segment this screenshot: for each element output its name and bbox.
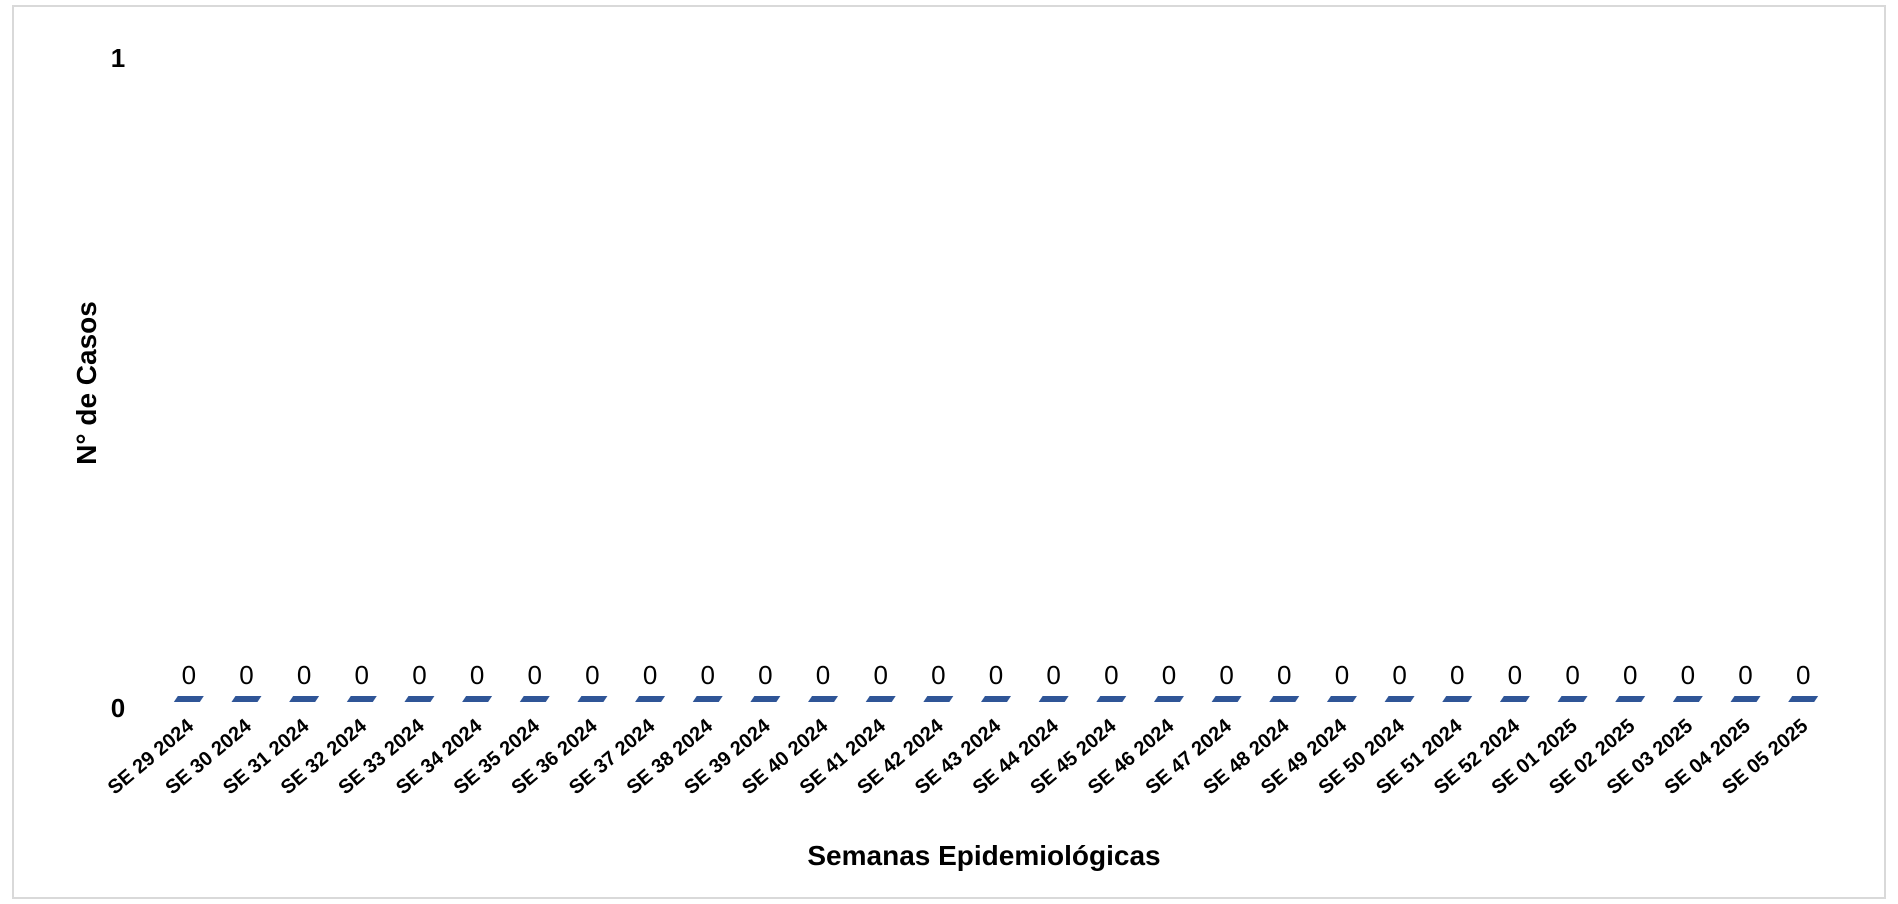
data-labels-group: 0 0 0 0 0 0 0 0 0 0 0 0 0 0 0 0 0 0 0 0 0 0 0 0 0 0 0 0 0 bbox=[182, 660, 1811, 690]
bar-15 bbox=[981, 696, 1011, 702]
bar-10 bbox=[692, 696, 723, 702]
bar-1 bbox=[173, 696, 204, 702]
data-label-9: 0 bbox=[643, 660, 657, 690]
bar-11 bbox=[750, 696, 781, 702]
data-label-4: 0 bbox=[355, 660, 369, 690]
bar-9 bbox=[635, 696, 666, 702]
data-label-19: 0 bbox=[1219, 660, 1233, 690]
data-label-12: 0 bbox=[816, 660, 830, 690]
bar-20 bbox=[1269, 696, 1300, 702]
data-label-28: 0 bbox=[1738, 660, 1752, 690]
data-label-17: 0 bbox=[1104, 660, 1118, 690]
data-label-29: 0 bbox=[1796, 660, 1810, 690]
chart-frame bbox=[12, 5, 1886, 899]
bar-24 bbox=[1499, 696, 1530, 702]
data-label-21: 0 bbox=[1335, 660, 1349, 690]
bar-3 bbox=[289, 696, 320, 702]
bar-26 bbox=[1615, 696, 1646, 702]
bar-16 bbox=[1038, 696, 1069, 702]
bar-6 bbox=[462, 696, 493, 702]
bar-23 bbox=[1442, 696, 1473, 702]
data-label-27: 0 bbox=[1681, 660, 1695, 690]
data-label-11: 0 bbox=[758, 660, 772, 690]
data-label-25: 0 bbox=[1565, 660, 1579, 690]
bar-8 bbox=[577, 696, 608, 702]
data-label-3: 0 bbox=[297, 660, 311, 690]
bar-19 bbox=[1211, 696, 1242, 702]
data-label-2: 0 bbox=[239, 660, 253, 690]
bar-25 bbox=[1557, 696, 1588, 702]
data-label-24: 0 bbox=[1508, 660, 1522, 690]
data-label-23: 0 bbox=[1450, 660, 1464, 690]
y-tick-label-0: 0 bbox=[111, 693, 125, 723]
bar-12 bbox=[808, 696, 839, 702]
bar-28 bbox=[1730, 696, 1761, 702]
bar-4 bbox=[346, 696, 377, 702]
bar-22 bbox=[1384, 696, 1415, 702]
x-axis-label: Semanas Epidemiológicas bbox=[807, 840, 1160, 871]
data-label-8: 0 bbox=[585, 660, 599, 690]
y-axis-label: N° de Casos bbox=[71, 301, 102, 465]
bar-14 bbox=[923, 696, 954, 702]
data-label-6: 0 bbox=[470, 660, 484, 690]
data-label-16: 0 bbox=[1046, 660, 1060, 690]
data-label-20: 0 bbox=[1277, 660, 1291, 690]
data-label-26: 0 bbox=[1623, 660, 1637, 690]
bar-5 bbox=[404, 696, 435, 702]
data-label-15: 0 bbox=[989, 660, 1003, 690]
bar-21 bbox=[1326, 696, 1357, 702]
bar-13 bbox=[865, 696, 896, 702]
data-label-22: 0 bbox=[1392, 660, 1406, 690]
bar-27 bbox=[1672, 696, 1703, 702]
data-label-5: 0 bbox=[412, 660, 426, 690]
data-label-10: 0 bbox=[700, 660, 714, 690]
bars-group bbox=[173, 696, 1819, 702]
bar-29 bbox=[1788, 696, 1819, 702]
bar-7 bbox=[519, 696, 550, 702]
data-label-7: 0 bbox=[528, 660, 542, 690]
data-label-14: 0 bbox=[931, 660, 945, 690]
bar-2 bbox=[231, 696, 262, 702]
data-label-1: 0 bbox=[182, 660, 196, 690]
bar-17 bbox=[1096, 696, 1127, 702]
y-tick-label-1: 1 bbox=[111, 43, 125, 73]
bar-18 bbox=[1153, 696, 1184, 702]
data-label-18: 0 bbox=[1162, 660, 1176, 690]
data-label-13: 0 bbox=[873, 660, 887, 690]
